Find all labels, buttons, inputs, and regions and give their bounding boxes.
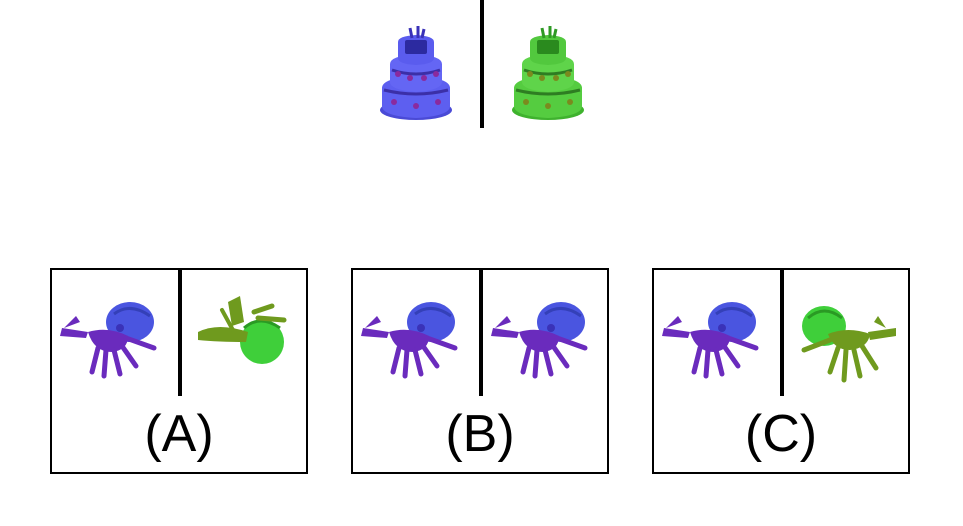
cake-icon xyxy=(374,26,458,124)
reference-pair xyxy=(370,0,595,128)
reference-divider xyxy=(480,0,484,128)
hermit-crab-icon xyxy=(359,292,469,386)
option-c-divider xyxy=(780,270,784,396)
hermit-crab-icon xyxy=(790,292,900,386)
option-c[interactable]: (C) xyxy=(652,268,910,474)
option-c-label: (C) xyxy=(744,405,818,463)
hermit-crab-icon xyxy=(188,292,298,386)
option-b-divider xyxy=(479,270,483,396)
hermit-crab-icon xyxy=(489,292,599,386)
option-b[interactable]: (B) xyxy=(351,268,609,474)
option-a[interactable]: (A) xyxy=(50,268,308,474)
hermit-crab-icon xyxy=(58,292,168,386)
option-b-label: (B) xyxy=(445,405,515,463)
hermit-crab-icon xyxy=(660,292,770,386)
option-a-divider xyxy=(178,270,182,396)
cake-icon xyxy=(506,26,590,124)
option-a-label: (A) xyxy=(144,405,214,463)
